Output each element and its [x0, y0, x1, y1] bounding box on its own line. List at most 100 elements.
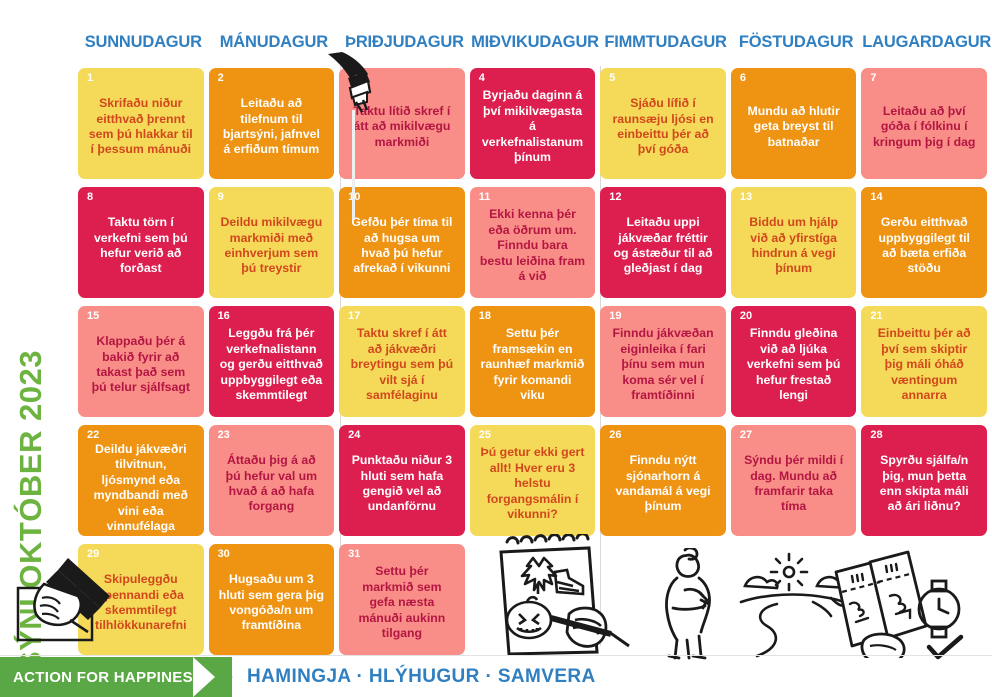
calendar-day-26[interactable]: 26 Finndu nýtt sjónarhorn á vandamál á ve… [600, 425, 726, 536]
calendar-day-1[interactable]: 1 Skrifaðu niður eitthvað þrennt sem þú h… [78, 68, 204, 179]
calendar-day-31[interactable]: 31 Settu þér markmið sem gefa næsta mánuð… [339, 544, 465, 655]
page-title-text: BJARTSÝNI OKTÓBER 2023 [13, 350, 49, 697]
calendar-cell-wrapper: 16 Leggðu frá þér verkefnalistann og gerð… [208, 306, 340, 425]
calendar-cell-wrapper: 1 Skrifaðu niður eitthvað þrennt sem þú h… [78, 68, 209, 187]
calendar-cell-wrapper: 11 Ekki kenna þér eða öðrum um. Finndu ba… [469, 187, 601, 306]
day-number: 27 [739, 429, 753, 441]
calendar-cell-wrapper: 30 Hugsaðu um 3 hluti sem gera þig vongóð… [208, 544, 340, 663]
calendar-day-8[interactable]: 8 Taktu törn í verkefni sem þú hefur veri… [78, 187, 204, 298]
day-number: 25 [478, 429, 491, 441]
calendar-day-9[interactable]: 9 Deildu mikilvægu markmiði með einhverju… [208, 187, 335, 298]
day-number: 16 [217, 310, 230, 322]
calendar-day-27[interactable]: 27 Sýndu þér mildi í dag. Mundu að framfa… [730, 425, 857, 536]
day-number: 18 [478, 310, 491, 322]
calendar-day-13[interactable]: 13 Biddu um hjálp við að yfirstíga hindru… [730, 187, 857, 298]
day-number: 9 [217, 191, 224, 203]
day-action-text: Leitaðu að tilefnum til bjartsýni, jafnv… [222, 96, 320, 157]
calendar-day-3[interactable]: 3 Taktu lítið skref í átt að mikilvægu ma… [339, 68, 465, 179]
calendar-day-12[interactable]: 12 Leitaðu uppi jákvæðar fréttir og ástæð… [600, 187, 726, 298]
page-title: BJARTSÝNI OKTÓBER 2023 [0, 62, 63, 697]
day-number: 15 [87, 310, 100, 322]
calendar-cell-wrapper: 18 Settu þér framsækin en raunhæf markmið… [469, 306, 601, 425]
day-action-text: Mundu að hlutir geta breyst til batnaðar [747, 103, 840, 149]
calendar-day-6[interactable]: 6 Mundu að hlutir geta breyst til batnaða… [730, 68, 857, 179]
day-action-text: Spyrðu sjálfa/n þig, mun þetta enn skipt… [879, 453, 969, 514]
day-number: 28 [870, 429, 883, 441]
calendar-day-15[interactable]: 15 Klappaðu þér á bakið fyrir að takast þ… [78, 306, 204, 417]
calendar-cell-wrapper: 25 Þú getur ekki gert allt! Hver eru 3 he… [469, 425, 601, 544]
calendar-day-18[interactable]: 18 Settu þér framsækin en raunhæf markmið… [469, 306, 596, 417]
day-action-text: Sjáðu lífið í raunsæju ljósi en einbeitt… [612, 96, 714, 157]
calendar-day-19[interactable]: 19 Finndu jákvæðan eiginleika í fari þínu… [600, 306, 726, 417]
day-number: 8 [87, 191, 94, 203]
calendar-day-22[interactable]: 22 Deildu jákvæðri tilvitnun, ljósmynd eð… [78, 425, 204, 536]
calendar-cell-wrapper: 3 Taktu lítið skref í átt að mikilvægu ma… [339, 68, 470, 187]
day-action-text: Áttaðu þig á að þú hefur val um hvað á a… [225, 453, 318, 514]
weekday-header-midvikudagur: MIÐVIKUDAGUR [471, 33, 599, 51]
calendar-cell-wrapper: 13 Biddu um hjálp við að yfirstíga hindru… [730, 187, 862, 306]
day-number: 29 [87, 548, 100, 560]
footer: ACTION FOR HAPPINESS HAMINGJA · HLÝHUGUR… [0, 657, 992, 697]
day-action-text: Settu þér framsækin en raunhæf markmið f… [480, 326, 585, 403]
day-action-text: Hugsaðu um 3 hluti sem gera þig vongóða/… [218, 572, 324, 633]
calendar-cell-wrapper: 24 Punktaðu niður 3 hluti sem hafa gengið… [339, 425, 470, 544]
day-number: 5 [609, 72, 616, 84]
calendar-day-25[interactable]: 25 Þú getur ekki gert allt! Hver eru 3 he… [469, 425, 596, 536]
calendar-cell-wrapper: 5 Sjáðu lífið í raunsæju ljósi en einbeit… [600, 68, 731, 187]
day-number: 20 [739, 310, 753, 322]
calendar-cell-wrapper: 8 Taktu törn í verkefni sem þú hefur veri… [78, 187, 209, 306]
day-number: 2 [217, 72, 224, 84]
day-number: 6 [739, 72, 746, 84]
day-number: 22 [87, 429, 100, 441]
empty-day-cell [470, 544, 596, 655]
calendar-day-28[interactable]: 28 Spyrðu sjálfa/n þig, mun þetta enn ski… [861, 425, 987, 536]
day-number: 1 [87, 72, 94, 84]
day-number: 23 [217, 429, 230, 441]
empty-day-cell [861, 544, 987, 655]
calendar-day-11[interactable]: 11 Ekki kenna þér eða öðrum um. Finndu ba… [469, 187, 596, 298]
day-number: 21 [870, 310, 883, 322]
day-action-text: Finndu nýtt sjónarhorn á vandamál á vegi… [615, 453, 711, 514]
calendar-cell-wrapper: 31 Settu þér markmið sem gefa næsta mánuð… [339, 544, 470, 663]
weekday-header-sunnudagur: SUNNUDAGUR [84, 33, 202, 51]
day-number: 10 [348, 191, 361, 203]
calendar-cell-wrapper: 20 Finndu gleðina við að ljúka verkefni s… [730, 306, 862, 425]
calendar-cell-empty [470, 544, 601, 663]
calendar-day-30[interactable]: 30 Hugsaðu um 3 hluti sem gera þig vongóð… [208, 544, 335, 655]
empty-day-cell [600, 544, 726, 655]
day-action-text: Leitaðu uppi jákvæðar fréttir og ástæður… [613, 215, 713, 276]
calendar-day-20[interactable]: 20 Finndu gleðina við að ljúka verkefni s… [730, 306, 857, 417]
calendar-day-21[interactable]: 21 Einbeittu þér að því sem skiptir þig m… [861, 306, 987, 417]
day-action-text: Deildu jákvæðri tilvitnun, ljósmynd eða … [93, 442, 188, 534]
day-action-text: Ekki kenna þér eða öðrum um. Finndu bara… [479, 207, 586, 284]
calendar-day-23[interactable]: 23 Áttaðu þig á að þú hefur val um hvað á… [208, 425, 335, 536]
calendar-day-14[interactable]: 14 Gerðu eitthvað uppbyggilegt til að bæt… [861, 187, 987, 298]
calendar-cell-wrapper: 6 Mundu að hlutir geta breyst til batnaða… [730, 68, 862, 187]
calendar-day-5[interactable]: 5 Sjáðu lífið í raunsæju ljósi en einbeit… [600, 68, 726, 179]
day-number: 19 [609, 310, 622, 322]
calendar-day-24[interactable]: 24 Punktaðu niður 3 hluti sem hafa gengið… [339, 425, 465, 536]
calendar-day-16[interactable]: 16 Leggðu frá þér verkefnalistann og gerð… [208, 306, 335, 417]
calendar-cell-wrapper: 9 Deildu mikilvægu markmiði með einhverju… [208, 187, 340, 306]
day-number: 4 [478, 72, 485, 84]
footer-tagline: HAMINGJA · HLÝHUGUR · SAMVERA [247, 666, 596, 687]
calendar-day-7[interactable]: 7 Leitaðu að því góða í fólkinu í kringum… [861, 68, 987, 179]
calendar-day-10[interactable]: 10 Gefðu þér tíma til að hugsa um hvað þú… [339, 187, 465, 298]
calendar-day-17[interactable]: 17 Taktu skref í átt að jákvæðri breyting… [339, 306, 465, 417]
day-number: 26 [609, 429, 622, 441]
weekday-header-laugardagur: LAUGARDAGUR [862, 33, 992, 51]
calendar-day-4[interactable]: 4 Byrjaðu daginn á því mikilvægasta á ver… [469, 68, 596, 179]
calendar-day-29[interactable]: 29 Skipuleggðu spennandi eða skemmtilegt … [78, 544, 204, 655]
calendar-cell-empty [600, 544, 731, 663]
calendar-cell-wrapper: 2 Leitaðu að tilefnum til bjartsýni, jafn… [208, 68, 340, 187]
calendar-day-2[interactable]: 2 Leitaðu að tilefnum til bjartsýni, jafn… [208, 68, 335, 179]
day-action-text: Finndu jákvæðan eiginleika í fari þínu s… [612, 326, 714, 403]
day-action-text: Taktu lítið skref í átt að mikilvægu mar… [353, 103, 451, 149]
day-number: 17 [348, 310, 361, 322]
day-action-text: Leggðu frá þér verkefnalistann og gerðu … [219, 326, 323, 403]
calendar-cell-wrapper: 10 Gefðu þér tíma til að hugsa um hvað þú… [339, 187, 470, 306]
day-number: 31 [348, 548, 361, 560]
day-action-text: Einbeittu þér að því sem skiptir þig mál… [877, 326, 971, 403]
day-action-text: Settu þér markmið sem gefa næsta mánuði … [358, 564, 446, 641]
day-number: 7 [870, 72, 877, 84]
